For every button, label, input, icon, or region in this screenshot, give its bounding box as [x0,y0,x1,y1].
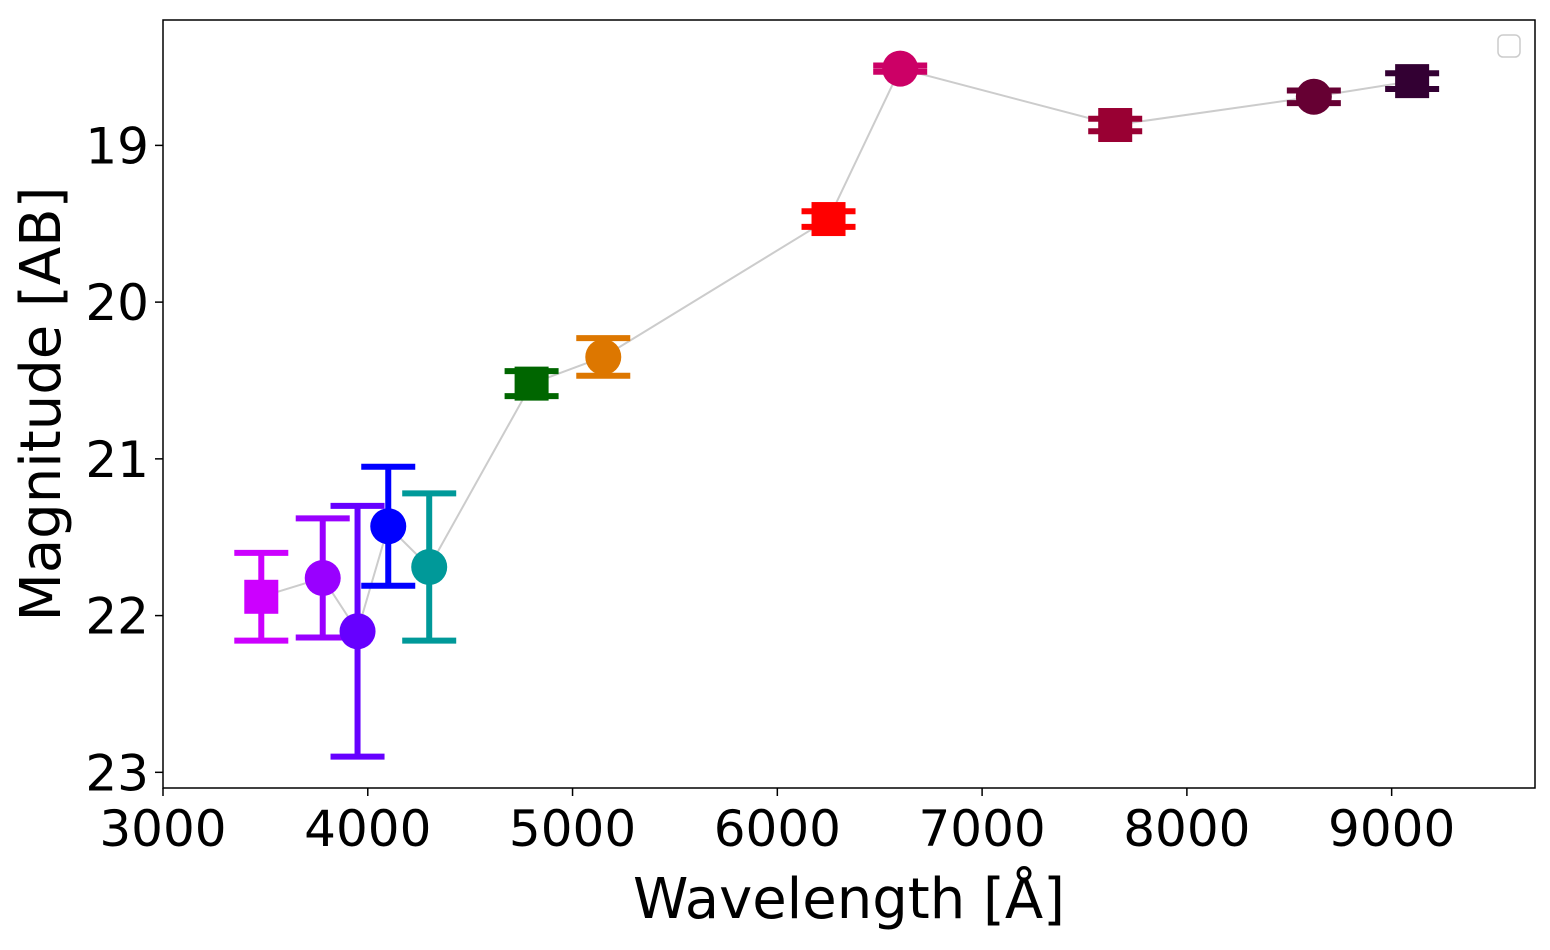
data-point [576,335,631,379]
x-tick-label: 8000 [1123,800,1250,858]
square-marker [244,579,279,614]
circle-marker [370,508,407,545]
x-tick-label: 3000 [99,800,226,858]
circle-marker [304,559,341,596]
y-tick-label: 19 [85,117,149,175]
y-axis-title: Magnitude [AB] [9,187,74,622]
plot-frame [162,19,1536,789]
data-point [1088,108,1143,143]
x-tick-label: 4000 [304,800,431,858]
connector-layer [260,67,1413,634]
circle-marker [585,338,622,375]
data-point [295,515,350,641]
x-tick-label: 6000 [714,800,841,858]
data-point [873,50,928,87]
square-marker [1098,108,1133,143]
data-point [504,366,559,401]
connector-line [260,67,1413,634]
points-layer [234,50,1440,760]
x-tick-label: 5000 [509,800,636,858]
data-point [801,202,856,237]
circle-marker [339,613,376,650]
circle-marker [411,549,448,586]
square-marker [1395,64,1430,99]
square-marker [811,202,846,237]
y-axis-ticks: 19 20 21 22 23 [85,117,163,802]
data-point [234,549,289,644]
y-tick-label: 22 [85,588,149,646]
x-axis-title: Wavelength [Å] [633,866,1065,932]
square-marker [514,366,549,401]
y-tick-label: 23 [85,744,149,802]
x-tick-label: 9000 [1328,800,1455,858]
x-axis-ticks: 3000 4000 5000 6000 7000 8000 9000 [99,788,1455,858]
y-tick-label: 21 [85,431,149,489]
data-point [1385,64,1440,99]
data-point [361,463,416,589]
x-tick-label: 7000 [918,800,1045,858]
data-point [402,490,457,644]
circle-marker [1295,78,1332,115]
circle-marker [882,50,919,87]
y-tick-label: 20 [85,274,149,332]
data-point [1286,78,1341,115]
legend-box [1497,34,1521,58]
data-point [330,502,385,760]
